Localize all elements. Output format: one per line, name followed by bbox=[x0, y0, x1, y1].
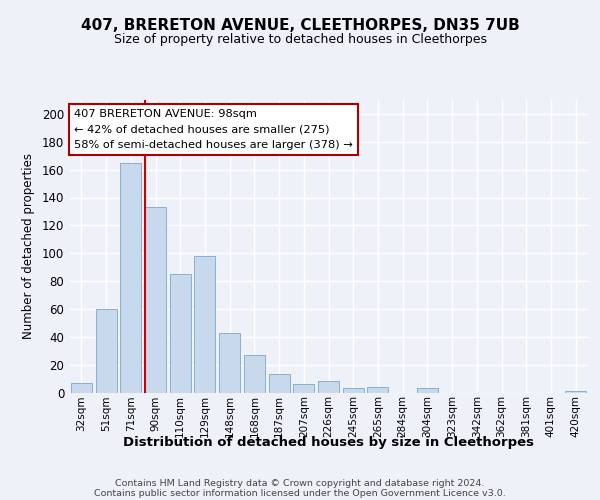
Bar bbox=[145, 207, 166, 392]
Bar bbox=[417, 388, 438, 392]
Bar bbox=[194, 256, 215, 392]
Bar bbox=[269, 374, 290, 392]
Bar bbox=[170, 274, 191, 392]
Bar bbox=[293, 384, 314, 392]
Y-axis label: Number of detached properties: Number of detached properties bbox=[22, 153, 35, 340]
Text: 407 BRERETON AVENUE: 98sqm
← 42% of detached houses are smaller (275)
58% of sem: 407 BRERETON AVENUE: 98sqm ← 42% of deta… bbox=[74, 109, 353, 150]
Bar bbox=[565, 391, 586, 392]
Bar bbox=[343, 388, 364, 392]
Bar bbox=[71, 383, 92, 392]
Bar bbox=[244, 355, 265, 393]
Bar bbox=[95, 309, 116, 392]
Bar bbox=[120, 162, 141, 392]
Bar bbox=[318, 382, 339, 392]
Bar bbox=[219, 332, 240, 392]
Text: Contains public sector information licensed under the Open Government Licence v3: Contains public sector information licen… bbox=[94, 489, 506, 498]
Text: 407, BRERETON AVENUE, CLEETHORPES, DN35 7UB: 407, BRERETON AVENUE, CLEETHORPES, DN35 … bbox=[80, 18, 520, 32]
Text: Contains HM Land Registry data © Crown copyright and database right 2024.: Contains HM Land Registry data © Crown c… bbox=[115, 479, 485, 488]
Bar bbox=[367, 387, 388, 392]
Text: Distribution of detached houses by size in Cleethorpes: Distribution of detached houses by size … bbox=[124, 436, 534, 449]
Text: Size of property relative to detached houses in Cleethorpes: Size of property relative to detached ho… bbox=[113, 32, 487, 46]
